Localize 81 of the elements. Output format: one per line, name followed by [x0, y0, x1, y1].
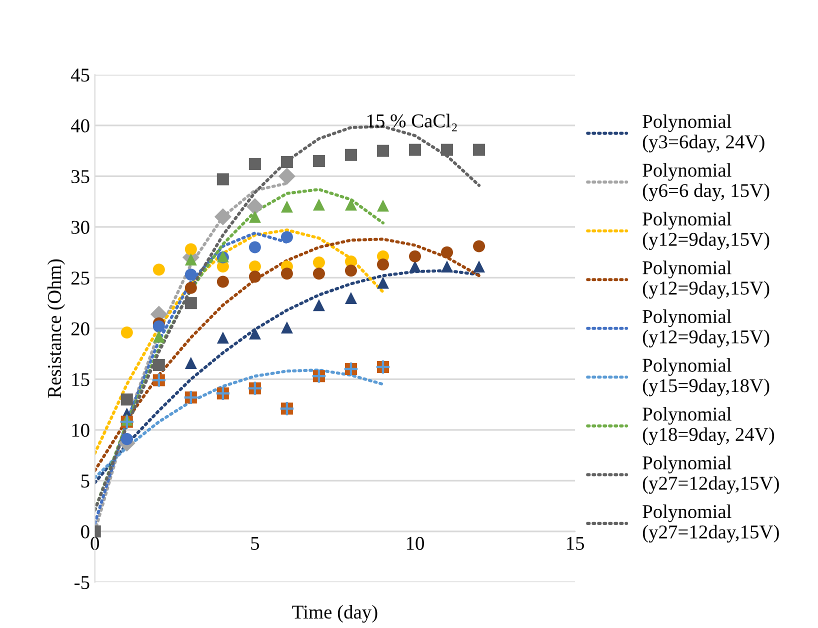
point [184, 253, 197, 266]
y-tick-label: 5 [81, 474, 90, 488]
point [278, 168, 296, 185]
point [152, 358, 165, 371]
y-tick-label: 30 [72, 220, 90, 234]
legend-label: Polynomial (y3=6day, 24V) [642, 114, 764, 152]
x-tick-label: 10 [406, 536, 424, 550]
y-tick-label: 35 [72, 170, 90, 184]
point [440, 246, 454, 258]
point [248, 328, 261, 340]
point [280, 231, 293, 244]
point [184, 356, 197, 369]
point [120, 326, 133, 339]
y-tick-label: 45 [70, 68, 90, 82]
legend-label: Polynomial (y12=9day,15V) [642, 309, 770, 348]
legend-label: Polynomial (y18=9day, 24V) [642, 406, 774, 446]
point [344, 148, 357, 161]
point [248, 210, 261, 223]
point [184, 282, 197, 294]
y-tick-label: 0 [81, 525, 90, 538]
point [280, 321, 293, 334]
point [473, 144, 486, 156]
point [312, 198, 325, 211]
x-axis-title: Time (day) [292, 604, 378, 623]
point [216, 173, 229, 186]
y-tick-label: 25 [71, 272, 90, 285]
point [408, 260, 422, 273]
point [152, 264, 165, 276]
point [376, 200, 389, 212]
y-tick-label: 10 [72, 424, 90, 437]
line-series [94, 238, 481, 472]
point [216, 276, 229, 288]
point [120, 433, 133, 446]
point [376, 144, 389, 157]
x-tick-label: 15 [567, 536, 584, 550]
point [248, 270, 261, 283]
legend-label: Polynomial (y6=6 day, 15V) [642, 163, 770, 202]
point [344, 292, 357, 304]
point [473, 240, 486, 252]
point [120, 393, 133, 406]
point [184, 268, 197, 281]
point [280, 268, 293, 280]
point [184, 297, 197, 310]
point [344, 264, 357, 277]
legend-label: Polynomial (y12=9day,15V) [642, 260, 770, 299]
legend-label: Polynomial (y27=12day,15V) [642, 456, 779, 494]
point [344, 198, 357, 211]
point [408, 144, 422, 156]
point [440, 260, 454, 273]
point [152, 330, 165, 343]
point [312, 299, 325, 312]
point [440, 144, 454, 156]
y-axis-title: Resistance (Ohm) [47, 259, 66, 398]
x-tick-label: 5 [251, 537, 260, 550]
point [248, 158, 261, 170]
point [312, 154, 325, 168]
point [184, 243, 197, 256]
y-tick-label: 40 [70, 119, 90, 132]
legend-label: Polynomial (y12=9day,15V) [642, 212, 770, 250]
point [152, 320, 165, 332]
point [376, 276, 389, 289]
y-tick-label: 15 [72, 373, 90, 386]
point [216, 332, 229, 344]
point [214, 208, 232, 226]
legend-label: Polynomial (y15=9day,18V) [642, 358, 770, 396]
line-series [94, 228, 385, 455]
point [280, 200, 293, 213]
point [408, 250, 422, 262]
x-tick-label: 0 [90, 536, 100, 550]
point [312, 268, 325, 280]
legend-label: Polynomial (y27=12day,15V) [642, 504, 779, 543]
point [248, 241, 261, 254]
y-tick-label: -5 [74, 576, 90, 590]
y-tick-label: 20 [71, 322, 90, 336]
point [473, 260, 486, 273]
point [312, 256, 325, 268]
point [248, 260, 261, 273]
point [280, 156, 293, 168]
point [246, 198, 264, 216]
text: 15 % CaCl₂ [367, 114, 457, 132]
point [376, 258, 389, 271]
